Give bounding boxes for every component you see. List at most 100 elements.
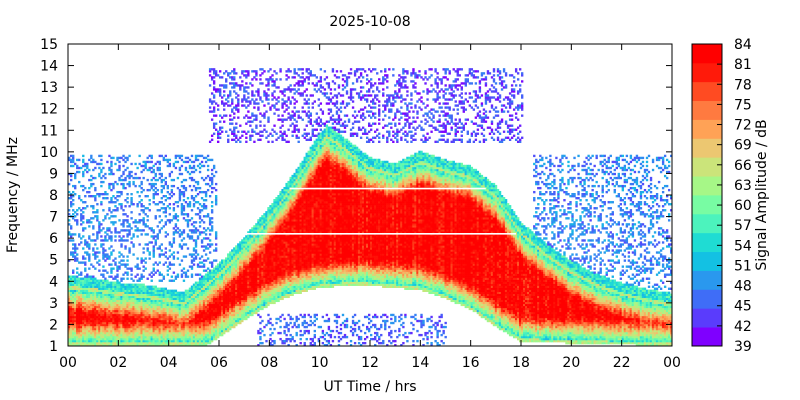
heatmap-cell — [112, 285, 115, 288]
heatmap-cell — [208, 325, 212, 329]
heatmap-cell — [138, 267, 141, 270]
heatmap-cell — [208, 243, 212, 246]
heatmap-cell — [255, 118, 258, 121]
heatmap-cell — [146, 299, 149, 303]
heatmap-cell — [214, 74, 218, 77]
heatmap-cell — [219, 263, 222, 266]
heatmap-cell — [198, 261, 202, 264]
heatmap-cell — [126, 341, 129, 345]
heatmap-cell — [160, 243, 163, 246]
heatmap-cell — [166, 305, 170, 309]
heatmap-cell — [82, 325, 85, 329]
heatmap-cell — [132, 327, 135, 331]
heatmap-cell — [106, 160, 109, 164]
heatmap-cell — [184, 327, 188, 331]
heatmap-cell — [112, 182, 115, 186]
heatmap-cell — [146, 321, 149, 325]
heatmap-cell — [198, 315, 202, 319]
heatmap-cell — [180, 239, 184, 242]
heatmap-cell — [100, 203, 103, 206]
heatmap-cell — [178, 321, 182, 325]
heatmap-cell — [174, 303, 178, 307]
heatmap-cell — [233, 106, 236, 109]
heatmap-cell — [188, 229, 192, 232]
heatmap-cell — [251, 291, 254, 294]
heatmap-cell — [96, 301, 99, 305]
heatmap-cell — [231, 315, 234, 319]
heatmap-cell — [255, 243, 258, 246]
heatmap-cell — [150, 154, 153, 158]
heatmap-cell — [86, 251, 89, 254]
heatmap-cell — [114, 317, 117, 321]
heatmap-cell — [190, 160, 194, 164]
heatmap-cell — [214, 243, 218, 246]
heatmap-cell — [231, 263, 234, 266]
heatmap-cell — [100, 154, 103, 158]
heatmap-cell — [92, 331, 95, 335]
heatmap-cell — [212, 317, 216, 321]
heatmap-cell — [233, 132, 236, 135]
heatmap-cell — [241, 319, 244, 323]
heatmap-cell — [126, 333, 129, 337]
heatmap-cell — [249, 102, 252, 105]
heatmap-cell — [108, 329, 111, 333]
heatmap-cell — [152, 253, 155, 256]
heatmap-cell — [130, 311, 133, 315]
heatmap-cell — [208, 261, 212, 264]
heatmap-cell — [140, 313, 143, 317]
heatmap-cell — [120, 295, 123, 299]
heatmap-cell — [206, 285, 210, 288]
heatmap-cell — [233, 78, 236, 81]
heatmap-cell — [130, 335, 133, 339]
heatmap-cell — [168, 335, 172, 339]
heatmap-cell — [200, 337, 204, 341]
heatmap-cell — [214, 327, 218, 331]
heatmap-cell — [166, 184, 170, 188]
heatmap-cell — [142, 209, 145, 212]
heatmap-cell — [206, 277, 210, 280]
heatmap-cell — [216, 90, 220, 93]
heatmap-cell — [158, 321, 161, 325]
heatmap-cell — [78, 281, 81, 284]
heatmap-cell — [233, 84, 236, 87]
heatmap-cell — [180, 297, 184, 301]
heatmap-cell — [144, 319, 147, 323]
heatmap-cell — [84, 263, 87, 266]
heatmap-cell — [68, 325, 71, 329]
heatmap-cell — [223, 327, 226, 331]
heatmap-cell — [235, 72, 238, 75]
heatmap-cell — [98, 321, 101, 325]
heatmap-cell — [221, 323, 224, 327]
heatmap-cell — [152, 235, 155, 238]
heatmap-cell — [227, 323, 230, 327]
heatmap-cell — [241, 98, 244, 101]
heatmap-cell — [257, 261, 260, 264]
heatmap-cell — [118, 313, 121, 317]
heatmap-cell — [116, 156, 119, 160]
heatmap-cell — [251, 265, 254, 268]
heatmap-cell — [122, 339, 125, 343]
heatmap-cell — [96, 217, 99, 220]
heatmap-cell — [138, 311, 141, 315]
heatmap-cell — [176, 333, 180, 337]
heatmap-cell — [84, 275, 87, 278]
heatmap-cell — [243, 251, 246, 254]
heatmap-cell — [166, 291, 170, 294]
heatmap-cell — [138, 243, 141, 246]
heatmap-cell — [86, 279, 89, 282]
heatmap-cell — [90, 331, 93, 335]
heatmap-cell — [104, 295, 107, 299]
heatmap-cell — [251, 227, 254, 230]
heatmap-cell — [231, 303, 234, 307]
heatmap-cell — [198, 283, 202, 286]
heatmap-cell — [172, 255, 176, 258]
heatmap-cell — [154, 333, 157, 337]
heatmap-cell — [100, 335, 103, 339]
heatmap-cell — [206, 287, 210, 290]
heatmap-cell — [120, 243, 123, 246]
heatmap-cell — [68, 158, 71, 162]
heatmap-cell — [86, 275, 89, 278]
heatmap-cell — [200, 301, 204, 305]
heatmap-cell — [243, 297, 246, 301]
heatmap-cell — [136, 283, 139, 286]
